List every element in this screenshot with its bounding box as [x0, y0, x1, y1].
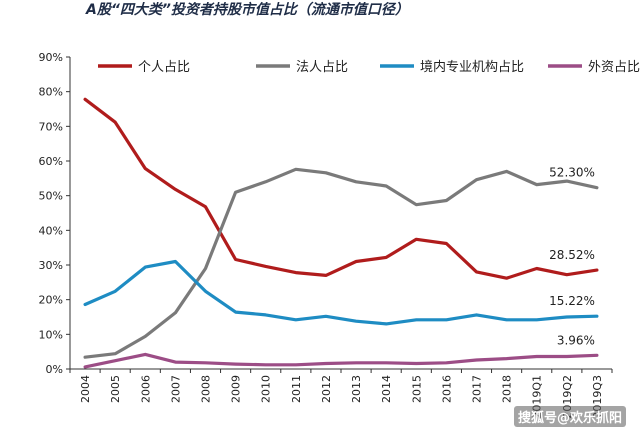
y-tick-label: 30%: [39, 259, 63, 272]
x-tick-label: 2007: [169, 375, 182, 403]
chart-title: A股“四大类”投资者持股市值占比（流通市值口径）: [86, 2, 409, 18]
y-tick-label: 40%: [39, 224, 63, 237]
legend-label: 个人占比: [138, 60, 190, 75]
x-tick-label: 2013: [350, 375, 363, 403]
x-tick-label: 2005: [109, 375, 122, 403]
x-tick-label: 2004: [79, 375, 92, 403]
series-line: [83, 167, 599, 359]
y-tick-label: 90%: [39, 51, 63, 64]
x-tick-label: 2015: [410, 375, 423, 403]
y-tick-label: 50%: [39, 190, 63, 203]
y-tick-label: 0%: [46, 363, 63, 376]
series-line: [83, 259, 599, 326]
x-tick-label: 2016: [440, 375, 453, 403]
x-tick-label: 2018: [501, 375, 514, 403]
watermark: 搜狐号@欢乐抓阳: [513, 406, 626, 427]
y-tick-label: 80%: [39, 86, 63, 99]
x-tick-label: 2009: [230, 375, 243, 403]
x-tick-label: 2010: [260, 375, 273, 403]
x-tick-label: 2011: [290, 375, 303, 403]
legend-label: 法人占比: [296, 60, 348, 75]
series-line: [83, 97, 599, 280]
legend-label: 外资占比: [588, 60, 640, 75]
x-tick-label: 2017: [471, 375, 484, 403]
data-label: 15.22%: [549, 294, 595, 308]
y-tick-label: 20%: [39, 294, 63, 307]
x-tick-label: 2006: [139, 375, 152, 403]
title-bar: A股“四大类”投资者持股市值占比（流通市值口径）: [0, 0, 640, 22]
data-label: 52.30%: [549, 166, 595, 180]
y-tick-label: 70%: [39, 120, 63, 133]
y-tick-label: 60%: [39, 155, 63, 168]
data-label: 3.96%: [557, 333, 595, 347]
series-line: [83, 352, 599, 369]
x-tick-label: 2014: [380, 375, 393, 403]
data-label: 28.52%: [549, 248, 595, 262]
x-tick-label: 2012: [320, 375, 333, 403]
legend-label: 境内专业机构占比: [420, 59, 524, 75]
x-tick-label: 2008: [200, 375, 213, 403]
y-tick-label: 10%: [39, 328, 63, 341]
